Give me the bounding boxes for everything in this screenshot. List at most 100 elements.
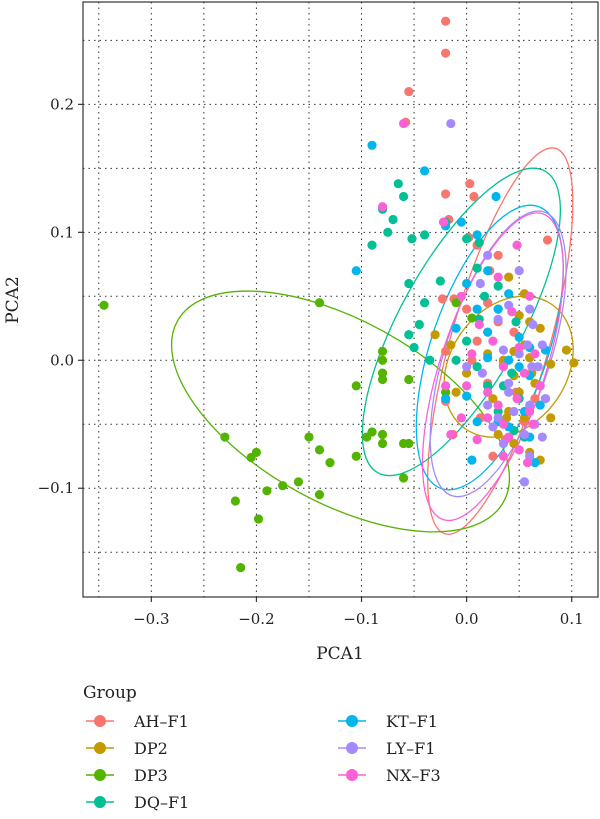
data-point-6 xyxy=(493,400,503,410)
data-point-0 xyxy=(462,304,472,314)
data-point-1 xyxy=(519,413,530,423)
data-point-4 xyxy=(530,458,540,468)
y-tick-label: −0.1 xyxy=(38,479,74,497)
data-point-4 xyxy=(472,304,482,314)
confidence-ellipse-5 xyxy=(429,210,567,498)
data-point-5 xyxy=(477,368,487,378)
data-point-6 xyxy=(441,381,451,391)
data-point-0 xyxy=(467,355,477,365)
data-point-3 xyxy=(511,317,521,327)
data-point-6 xyxy=(498,362,509,372)
data-point-6 xyxy=(483,387,493,397)
confidence-ellipse-4 xyxy=(415,204,564,491)
data-point-4 xyxy=(535,400,545,410)
data-point-0 xyxy=(493,250,503,260)
confidence-ellipse-1 xyxy=(443,295,574,438)
data-point-5 xyxy=(493,314,503,324)
data-point-3 xyxy=(507,368,517,378)
legend-item: NX–F3 xyxy=(338,766,441,785)
data-point-6 xyxy=(507,307,517,317)
data-point-4 xyxy=(367,140,377,150)
legend-key-dot xyxy=(94,742,106,754)
data-point-6 xyxy=(504,432,514,442)
data-point-1 xyxy=(509,438,519,449)
data-point-6 xyxy=(493,272,503,282)
data-point-4 xyxy=(451,323,461,333)
data-point-4 xyxy=(514,332,524,342)
data-point-2 xyxy=(377,346,388,356)
data-point-3 xyxy=(435,276,445,286)
data-point-3 xyxy=(425,355,435,365)
data-point-5 xyxy=(525,304,535,314)
data-point-5 xyxy=(475,278,485,289)
legend-item: DP3 xyxy=(86,766,168,785)
data-point-5 xyxy=(462,362,472,372)
data-point-0 xyxy=(441,16,451,26)
data-point-2 xyxy=(362,432,372,442)
data-point-3 xyxy=(383,227,393,237)
data-point-6 xyxy=(514,445,524,455)
data-point-6 xyxy=(474,319,484,330)
data-point-6 xyxy=(483,413,493,423)
data-point-4 xyxy=(351,266,361,276)
data-point-2 xyxy=(441,387,451,397)
data-point-5 xyxy=(483,400,493,410)
data-point-2 xyxy=(377,374,388,385)
legend-item: KT–F1 xyxy=(338,712,438,731)
data-point-5 xyxy=(514,349,524,359)
data-point-1 xyxy=(451,387,461,397)
data-point-6 xyxy=(438,217,449,227)
data-point-5 xyxy=(483,250,493,260)
legend-label: AH–F1 xyxy=(133,712,189,731)
data-point-2 xyxy=(314,445,325,455)
data-point-6 xyxy=(535,381,545,391)
data-point-4 xyxy=(456,217,466,227)
data-point-0 xyxy=(441,189,451,199)
data-point-3 xyxy=(407,234,417,244)
legend-label: DP2 xyxy=(134,739,168,758)
data-point-4 xyxy=(504,355,514,365)
data-point-1 xyxy=(535,323,545,333)
data-point-2 xyxy=(351,451,361,461)
data-point-5 xyxy=(446,118,456,129)
data-point-3 xyxy=(472,362,482,372)
data-point-5 xyxy=(504,387,514,397)
data-point-1 xyxy=(504,272,514,282)
data-point-0 xyxy=(437,294,448,304)
data-point-2 xyxy=(377,438,388,449)
y-tick-label: 0.2 xyxy=(50,95,74,113)
data-point-3 xyxy=(451,355,461,365)
data-point-3 xyxy=(493,406,503,417)
data-point-2 xyxy=(278,481,288,491)
data-point-3 xyxy=(404,330,414,340)
data-point-2 xyxy=(377,355,388,365)
data-point-4 xyxy=(491,191,501,202)
plot-panel xyxy=(82,1,599,598)
data-point-4 xyxy=(483,327,493,337)
data-point-6 xyxy=(512,240,522,250)
data-point-1 xyxy=(493,429,503,440)
data-point-4 xyxy=(462,278,472,289)
data-point-2 xyxy=(398,473,409,483)
data-point-2 xyxy=(253,514,264,524)
legend-label: NX–F3 xyxy=(386,766,441,785)
data-point-2 xyxy=(467,313,477,323)
data-point-4 xyxy=(483,353,493,363)
x-tick-label: −0.1 xyxy=(343,610,379,628)
data-point-2 xyxy=(351,381,361,391)
data-point-2 xyxy=(314,490,325,500)
data-point-6 xyxy=(528,419,538,429)
y-tick-label: 0.1 xyxy=(50,223,74,241)
data-point-2 xyxy=(230,496,240,506)
data-point-3 xyxy=(419,298,430,308)
x-tick-label: 0.1 xyxy=(560,610,584,628)
data-point-3 xyxy=(493,281,503,291)
data-point-2 xyxy=(377,368,388,378)
data-point-2 xyxy=(246,452,256,463)
legend-item: DQ–F1 xyxy=(86,793,189,812)
data-point-2 xyxy=(451,298,461,308)
data-point-6 xyxy=(522,458,533,468)
data-point-0 xyxy=(404,86,414,97)
data-point-3 xyxy=(414,319,424,330)
legend-key-dot xyxy=(346,742,358,754)
